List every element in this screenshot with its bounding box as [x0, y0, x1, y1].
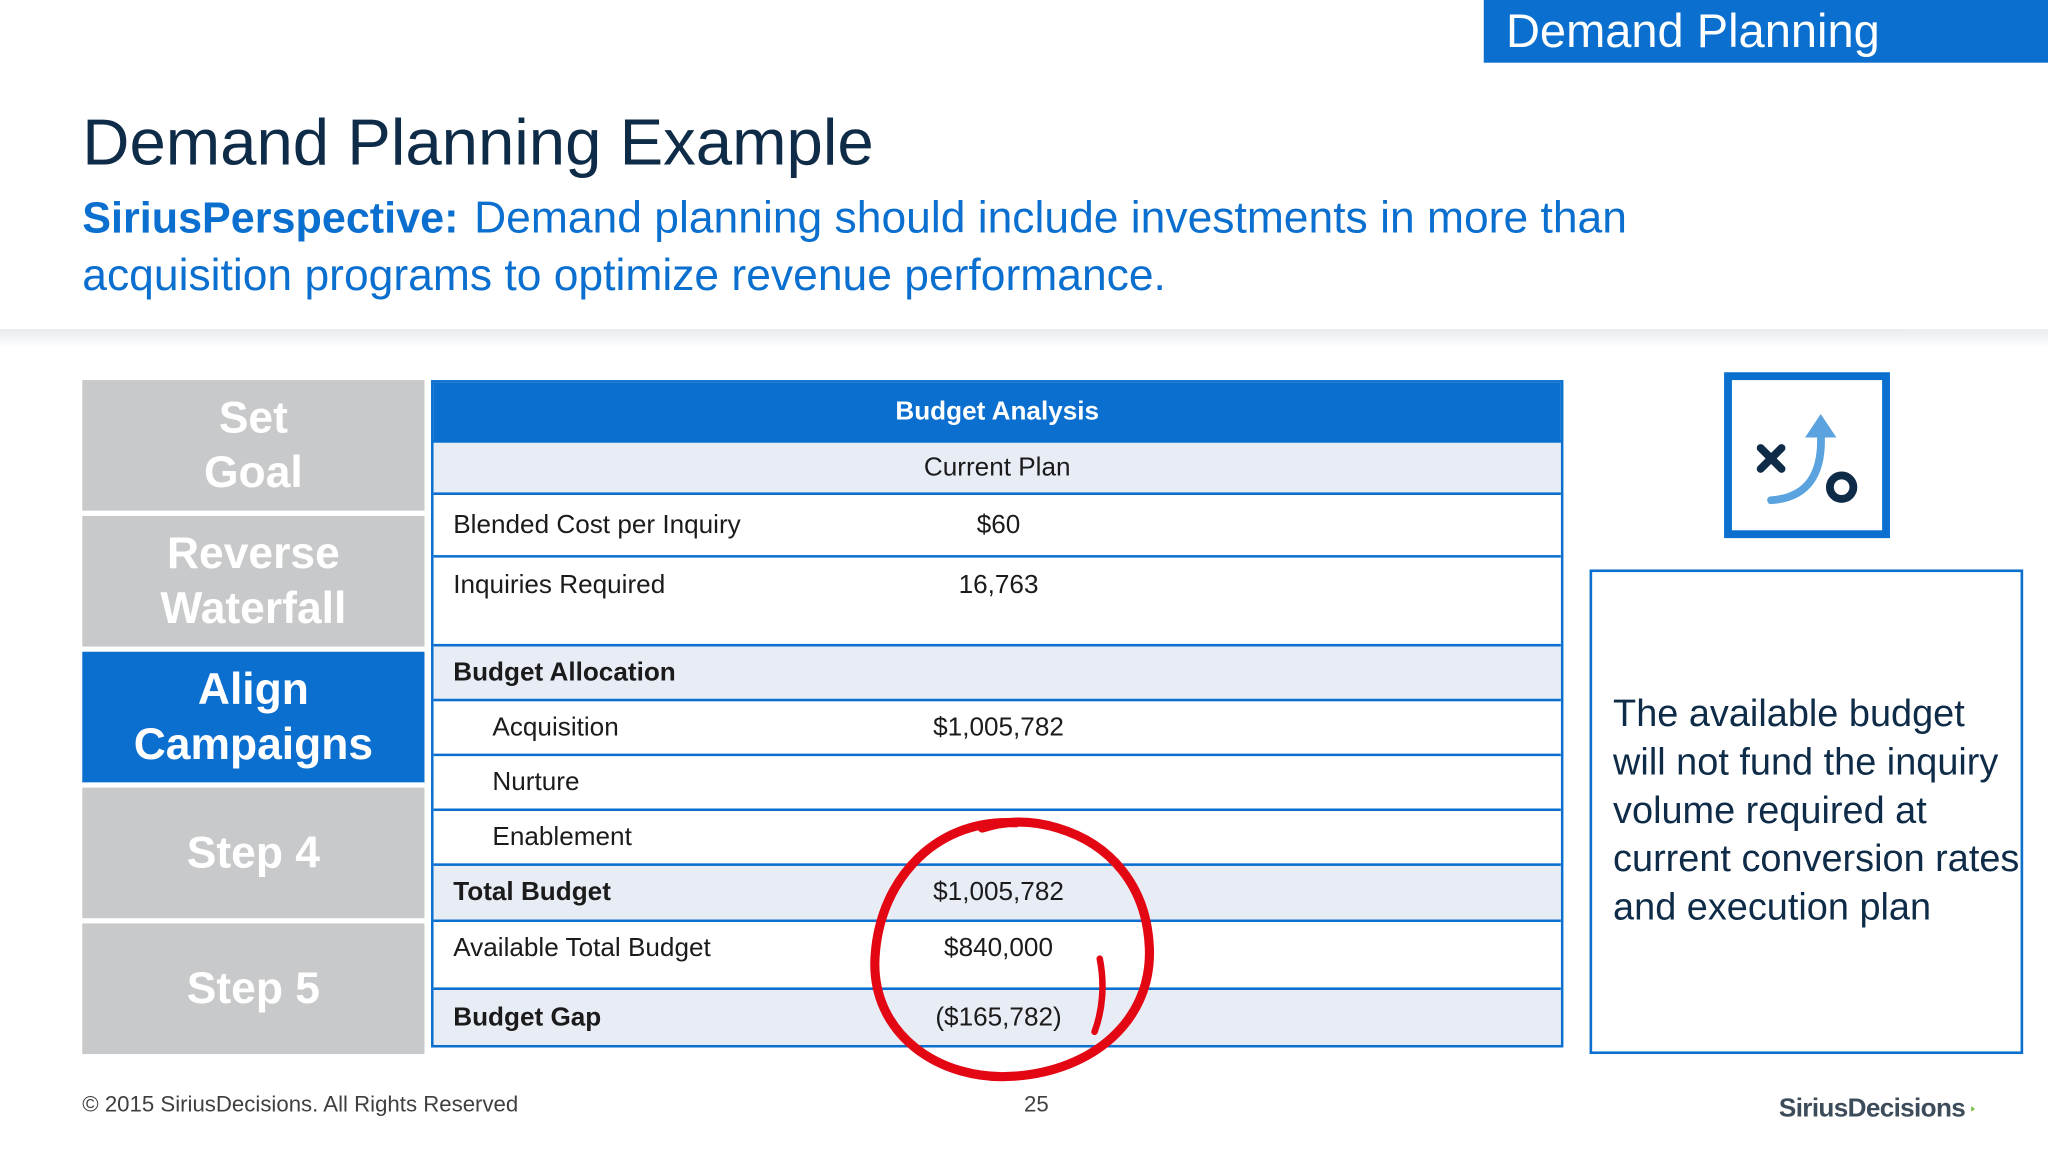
row-value: $60: [976, 510, 1021, 539]
row-label: Available Total Budget: [453, 933, 711, 963]
table-header: Budget Analysis: [433, 382, 1561, 443]
table-row: Available Total Budget $840,000: [433, 922, 1561, 991]
perspective-lead: SiriusPerspective:: [82, 193, 459, 242]
row-value: $1,005,782: [933, 877, 1064, 907]
step-4: Step 4: [82, 787, 425, 919]
company-logo: SiriusDecisions: [1779, 1091, 1975, 1128]
row-label: Inquiries Required: [453, 570, 666, 600]
table-subheader: Current Plan: [433, 442, 1561, 496]
table-row: Acquisition $1,005,782: [433, 701, 1561, 757]
table-row: Enablement: [433, 811, 1561, 866]
row-label: Budget Allocation: [453, 657, 676, 687]
table-row: Budget Allocation: [433, 646, 1561, 702]
chevron-right-icon: [1970, 1106, 1975, 1112]
callout-text: The available budget will not fund the i…: [1613, 693, 2020, 929]
perspective-statement: SiriusPerspective: Demand planning should…: [82, 189, 1780, 304]
row-label: Acquisition: [492, 712, 619, 742]
step-5: Step 5: [82, 923, 425, 1055]
table-row: Blended Cost per Inquiry $60: [433, 495, 1561, 558]
table-row: Inquiries Required 16,763: [433, 557, 1561, 647]
section-tab: Demand Planning: [1483, 0, 2048, 63]
row-value: $840,000: [944, 933, 1053, 963]
copyright: © 2015 SiriusDecisions. All Rights Reser…: [82, 1091, 519, 1117]
row-label: Nurture: [492, 767, 580, 797]
divider: [0, 329, 2048, 348]
table-row: Budget Gap ($165,782): [433, 990, 1561, 1045]
step-set-goal: Set Goal: [82, 380, 425, 511]
row-label: Blended Cost per Inquiry: [453, 510, 741, 539]
row-label: Total Budget: [453, 877, 611, 907]
logo-wordmark: SiriusDecisions: [1778, 1093, 1966, 1123]
perspective-text: Demand planning should include investmen…: [82, 193, 1627, 301]
budget-analysis-table: Budget Analysis Current Plan Blended Cos…: [431, 380, 1564, 1048]
row-label: Enablement: [492, 822, 632, 851]
strategy-play-icon: [1724, 372, 1890, 539]
table-row: Total Budget $1,005,782: [433, 865, 1561, 923]
table-row: Nurture: [433, 756, 1561, 812]
row-value: ($165,782): [935, 1002, 1062, 1032]
row-value: $1,005,782: [933, 712, 1064, 742]
page-number: 25: [1023, 1091, 1049, 1117]
step-reverse-waterfall: Reverse Waterfall: [82, 515, 425, 647]
process-steps: Set Goal Reverse Waterfall Align Campaig…: [82, 380, 425, 1059]
callout-box: The available budget will not fund the i…: [1589, 569, 2024, 1055]
row-label: Budget Gap: [453, 1002, 602, 1032]
slide-title: Demand Planning Example: [82, 105, 874, 179]
row-value: 16,763: [958, 570, 1039, 600]
step-align-campaigns: Align Campaigns: [82, 651, 425, 783]
subheader-label: Current Plan: [923, 452, 1071, 482]
